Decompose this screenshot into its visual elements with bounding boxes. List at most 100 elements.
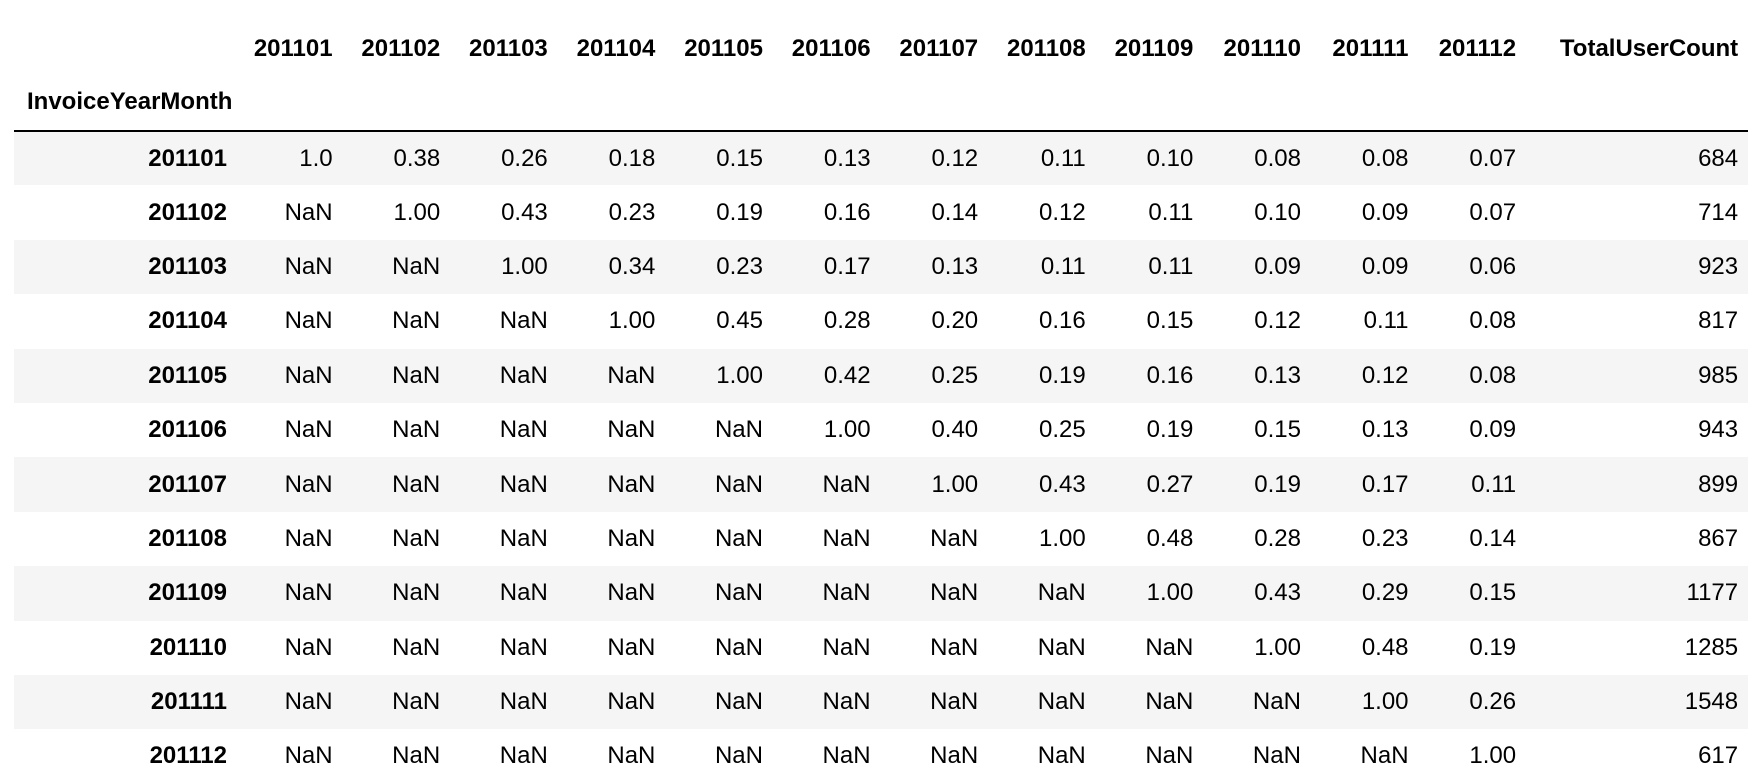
retention-value-cell: NaN [883, 675, 991, 729]
retention-value-cell: 0.40 [883, 403, 991, 457]
total-user-count-cell: 714 [1528, 185, 1748, 239]
retention-value-cell: 0.12 [990, 185, 1098, 239]
cell-value: 0.11 [1471, 470, 1517, 498]
retention-value-cell: 0.17 [1313, 457, 1421, 511]
retention-value-cell: 0.23 [560, 185, 668, 239]
cell-value: NaN [392, 742, 441, 770]
cell-value: 0.48 [1146, 524, 1194, 552]
cell-value: NaN [930, 633, 979, 661]
cell-value: 0.16 [1146, 361, 1194, 389]
cell-value: NaN [1252, 688, 1301, 716]
cell-value: 617 [1698, 742, 1739, 770]
column-header-label: 201101 [253, 35, 333, 62]
retention-value-cell: 0.11 [1421, 457, 1529, 511]
retention-value-cell: 0.43 [990, 457, 1098, 511]
cell-value: 0.43 [1039, 470, 1086, 498]
column-header: TotalUserCount [1528, 24, 1748, 74]
cell-value: NaN [392, 470, 441, 498]
column-header: 201104 [560, 24, 668, 74]
retention-value-cell: 0.29 [1313, 566, 1421, 620]
row-index-label: 201112 [14, 729, 237, 778]
cell-value: 0.09 [1254, 252, 1301, 280]
retention-value-cell: 0.16 [1098, 349, 1206, 403]
retention-value-cell: NaN [990, 566, 1098, 620]
retention-value-cell: NaN [560, 675, 668, 729]
retention-value-cell: 0.10 [1205, 185, 1313, 239]
row-index-label: 201102 [14, 185, 237, 239]
column-header: 201103 [452, 24, 560, 74]
retention-value-cell: 0.13 [775, 131, 883, 185]
table-row: 201106 NaN NaN NaN NaN NaN 1.00 0.40 0.25 0.19 0.1… [14, 403, 1748, 457]
row-index-text: 201104 [148, 307, 227, 335]
retention-value-cell: 0.13 [1313, 403, 1421, 457]
cell-value: NaN [607, 361, 656, 389]
cell-value: 0.08 [1254, 144, 1301, 172]
cell-value: NaN [499, 742, 548, 770]
retention-value-cell: NaN [237, 621, 345, 675]
cell-value: NaN [1037, 579, 1086, 607]
retention-value-cell: 1.0 [237, 131, 345, 185]
row-index-text: 201103 [148, 252, 227, 280]
cell-value: 0.45 [716, 307, 763, 335]
retention-value-cell: 0.08 [1421, 349, 1529, 403]
cell-value: 0.13 [1361, 416, 1409, 444]
retention-value-cell: NaN [775, 512, 883, 566]
column-header: 201108 [990, 24, 1098, 74]
cell-value: 985 [1698, 361, 1739, 389]
retention-value-cell: NaN [667, 566, 775, 620]
retention-value-cell: NaN [667, 457, 775, 511]
retention-value-cell: 0.18 [560, 131, 668, 185]
retention-value-cell: NaN [452, 349, 560, 403]
retention-value-cell: 0.07 [1421, 185, 1529, 239]
retention-value-cell: NaN [775, 621, 883, 675]
retention-value-cell: 0.11 [1098, 185, 1206, 239]
total-user-count-cell: 943 [1528, 403, 1748, 457]
row-index-text: 201107 [148, 470, 227, 498]
cell-value: NaN [714, 633, 763, 661]
cell-value: 0.07 [1469, 144, 1517, 172]
cell-value: 1.00 [716, 361, 763, 389]
cell-value: NaN [930, 579, 979, 607]
cell-value: 0.43 [1254, 579, 1301, 607]
retention-value-cell: NaN [1098, 729, 1206, 778]
column-header: 201112 [1421, 24, 1529, 74]
index-name-spacer [344, 74, 453, 132]
retention-value-cell: 0.19 [1421, 621, 1529, 675]
retention-value-cell: NaN [345, 512, 453, 566]
row-index-text: 201106 [148, 416, 227, 444]
cell-value: NaN [284, 688, 333, 716]
total-user-count-cell: 1548 [1528, 675, 1748, 729]
table-header: 201101 201102 201103 201104 201105 201106 2011… [14, 24, 1749, 132]
retention-value-cell: NaN [1098, 675, 1206, 729]
cell-value: NaN [822, 579, 871, 607]
cell-value: 0.19 [1039, 361, 1086, 389]
cell-value: 0.19 [1146, 416, 1194, 444]
retention-value-cell: 0.25 [990, 403, 1098, 457]
retention-value-cell: 0.07 [1421, 131, 1529, 185]
retention-value-cell: NaN [990, 729, 1098, 778]
retention-value-cell: NaN [345, 566, 453, 620]
index-name-row: InvoiceYearMonth [14, 74, 1749, 132]
cell-value: NaN [499, 361, 548, 389]
cell-value: NaN [714, 524, 763, 552]
retention-value-cell: 0.15 [1205, 403, 1313, 457]
retention-value-cell: NaN [775, 675, 883, 729]
row-index-label: 201101 [14, 131, 237, 185]
row-index-text: 201102 [148, 198, 227, 226]
cell-value: NaN [607, 470, 656, 498]
column-header-row: 201101 201102 201103 201104 201105 201106 2011… [14, 24, 1748, 74]
cell-value: 0.23 [1361, 524, 1409, 552]
cell-value: 0.09 [1361, 198, 1409, 226]
retention-value-cell: 1.00 [1313, 675, 1421, 729]
table-row: 201104 NaN NaN NaN 1.00 0.45 0.28 0.20 0.16 0.15 0… [14, 294, 1748, 348]
retention-value-cell: NaN [452, 675, 560, 729]
cell-value: 1.00 [823, 416, 871, 444]
cell-value: 0.08 [1469, 361, 1517, 389]
table-row: 201112 NaN NaN NaN NaN NaN NaN NaN NaN NaN NaN NaN 1… [14, 729, 1748, 778]
cell-value: 0.11 [1363, 307, 1409, 335]
cell-value: 0.15 [1469, 579, 1517, 607]
retention-value-cell: 0.11 [1313, 294, 1421, 348]
column-header: 201111 [1313, 24, 1421, 74]
retention-value-cell: NaN [237, 403, 345, 457]
retention-value-cell: NaN [883, 512, 991, 566]
